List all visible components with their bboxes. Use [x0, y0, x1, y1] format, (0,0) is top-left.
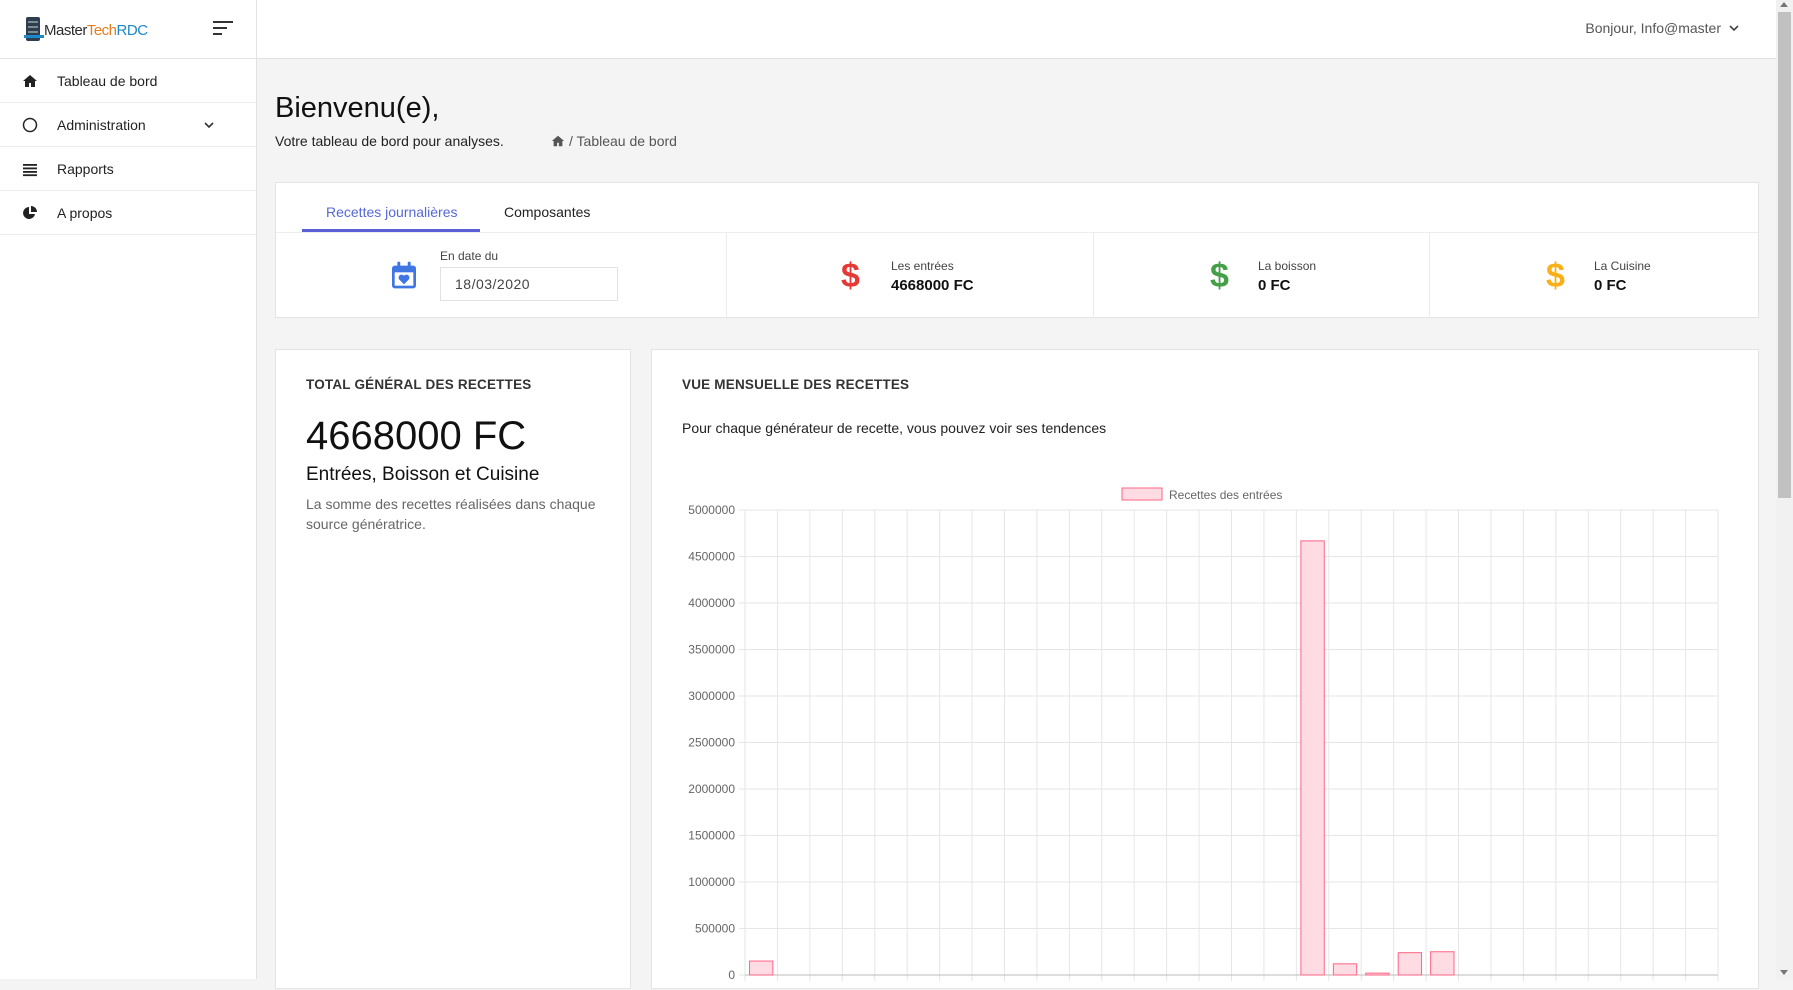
stat-value: 0 FC [1258, 277, 1291, 294]
date-input[interactable]: 18/03/2020 [440, 267, 618, 301]
legend-swatch [1121, 487, 1163, 501]
breadcrumb: / Tableau de bord [551, 133, 677, 149]
sidebar-item-tableau-de-bord[interactable]: Tableau de bord [0, 59, 256, 103]
scroll-up-icon[interactable] [1780, 2, 1788, 7]
user-menu[interactable]: Bonjour, Info@master [1585, 20, 1721, 36]
calendar-heart-icon[interactable] [388, 259, 420, 291]
bar [749, 960, 774, 976]
y-tick-label: 4000000 [688, 596, 735, 610]
monthly-bar-chart: 5000000450000040000003500000300000025000… [688, 487, 1719, 982]
bar [1332, 963, 1358, 976]
bar [1430, 951, 1455, 976]
logo-text: MasterTechRDC [44, 22, 148, 39]
y-tick-label: 2000000 [688, 782, 735, 796]
total-card: TOTAL GÉNÉRAL DES RECETTES 4668000 FC En… [275, 349, 631, 989]
home-icon[interactable] [551, 134, 565, 148]
list-icon [23, 164, 37, 177]
pie-chart-icon [23, 206, 37, 219]
tab-composantes[interactable]: Composantes [504, 204, 591, 220]
y-tick-label: 1000000 [688, 875, 735, 889]
menu-toggle-icon[interactable] [213, 20, 233, 36]
y-tick-label: 2500000 [688, 736, 735, 750]
total-amount: 4668000 FC [306, 414, 527, 458]
page-title: Bienvenu(e), [275, 92, 440, 124]
stat-label: Les entrées [891, 259, 954, 273]
y-tick-label: 3000000 [688, 689, 735, 703]
y-tick-label: 1500000 [688, 829, 735, 843]
tab-recettes-journalieres[interactable]: Recettes journalières [326, 204, 458, 220]
monthly-card-title: VUE MENSUELLE DES RECETTES [682, 377, 910, 392]
stat-label: La Cuisine [1594, 259, 1651, 273]
sidebar-item-rapports[interactable]: Rapports [0, 147, 256, 191]
stat-entrees: $ Les entrées 4668000 FC [727, 233, 1094, 319]
circle-icon [22, 117, 38, 133]
scroll-thumb[interactable] [1778, 12, 1791, 498]
dollar-icon: $ [1210, 257, 1229, 295]
y-tick-label: 3500000 [688, 643, 735, 657]
y-tick-label: 5000000 [688, 503, 735, 517]
home-icon [23, 75, 37, 87]
y-tick-label: 4500000 [688, 550, 735, 564]
sidebar-item-administration[interactable]: Administration [0, 103, 256, 147]
stat-value: 0 FC [1594, 277, 1627, 294]
stat-cuisine: $ La Cuisine 0 FC [1430, 233, 1760, 319]
total-subtitle: Entrées, Boisson et Cuisine [306, 464, 540, 485]
stat-boisson: $ La boisson 0 FC [1094, 233, 1430, 319]
breadcrumb-current: / Tableau de bord [569, 133, 677, 149]
logo-mark-icon [24, 17, 44, 41]
bar [1300, 540, 1325, 976]
scroll-down-icon[interactable] [1780, 970, 1788, 975]
daily-stats-card: Recettes journalières Composantes En dat… [275, 182, 1760, 319]
sidebar-item-label: Rapports [57, 161, 114, 177]
monthly-chart-card: VUE MENSUELLE DES RECETTES Pour chaque g… [651, 349, 1759, 989]
total-card-title: TOTAL GÉNÉRAL DES RECETTES [306, 377, 532, 392]
sidebar-item-label: Tableau de bord [57, 73, 158, 89]
chevron-down-icon[interactable] [203, 119, 215, 131]
divider [276, 232, 1758, 233]
total-description: La somme des recettes réalisées dans cha… [306, 496, 596, 532]
date-filter-label: En date du [440, 249, 499, 263]
stat-value: 4668000 FC [891, 277, 974, 294]
page-subtitle: Votre tableau de bord pour analyses. [275, 133, 504, 149]
sidebar-item-label: A propos [57, 205, 113, 221]
sidebar-item-label: Administration [57, 117, 146, 133]
y-tick-label: 500000 [695, 922, 735, 936]
monthly-card-description: Pour chaque générateur de recette, vous … [682, 420, 1107, 436]
dollar-icon: $ [1546, 257, 1565, 295]
dollar-icon: $ [841, 257, 860, 295]
active-tab-indicator [302, 229, 480, 232]
logo[interactable]: MasterTechRDC [0, 0, 256, 59]
scrollbar[interactable] [1776, 0, 1793, 979]
legend-label: Recettes des entrées [1169, 488, 1282, 502]
sidebar: MasterTechRDC Tableau de bord Administra… [0, 0, 257, 979]
chevron-down-icon[interactable] [1728, 24, 1740, 34]
bar [1365, 972, 1390, 976]
stat-label: La boisson [1258, 259, 1317, 273]
y-tick-label: 0 [728, 968, 735, 982]
sidebar-item-a-propos[interactable]: A propos [0, 191, 256, 235]
bar [1397, 952, 1423, 976]
top-header: Bonjour, Info@master [257, 0, 1776, 59]
date-filter-cell: En date du [276, 233, 727, 319]
